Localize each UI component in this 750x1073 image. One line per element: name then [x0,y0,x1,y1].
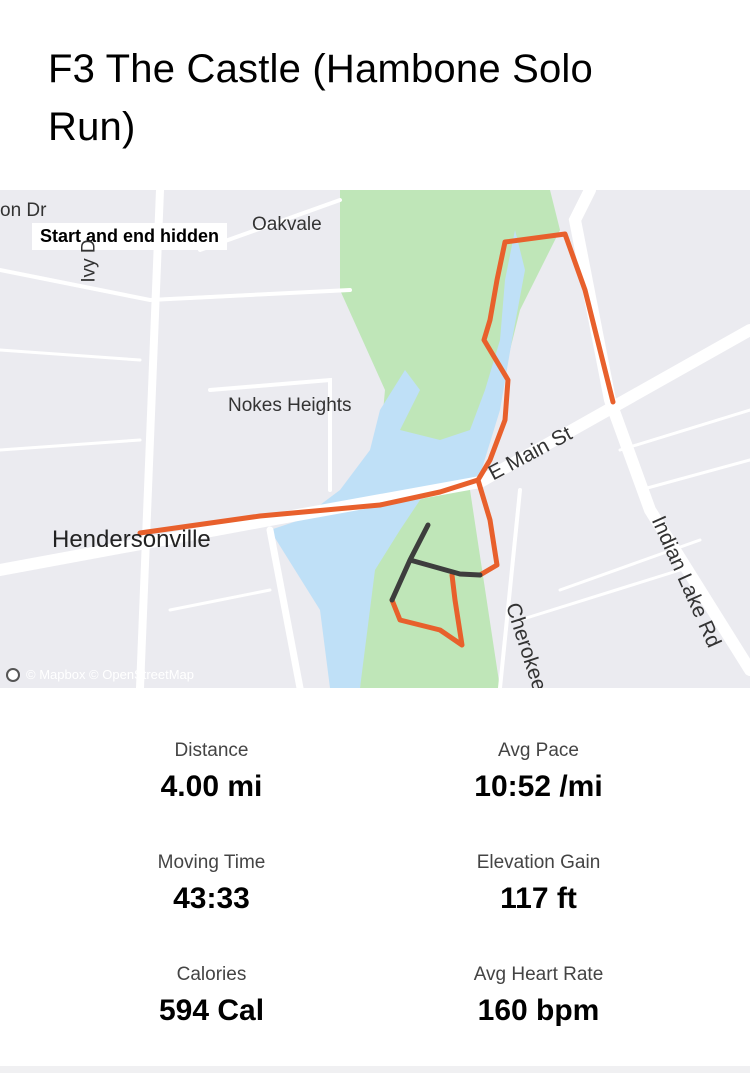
stat-value: 160 bpm [477,994,600,1027]
road [208,377,332,492]
stat-label: Moving Time [157,852,266,873]
stat-moving-time: Moving Time 43:33 [0,832,375,944]
stat-value: 10:52 /mi [474,770,603,803]
stat-value: 117 ft [500,882,577,915]
stat-distance: Distance 4.00 mi [0,720,375,832]
map-attribution[interactable]: © Mapbox © OpenStreetMap [6,667,194,682]
stat-label: Avg Heart Rate [473,964,604,985]
stat-avg-heart-rate: Avg Heart Rate 160 bpm [375,944,750,1056]
map-label: on Dr [0,200,47,221]
route-line [389,477,500,648]
map-canvas [0,190,750,688]
stat-value: 594 Cal [158,994,265,1027]
stat-label: Avg Pace [498,740,579,761]
road [518,408,750,622]
indian-lake-road [568,190,750,676]
stat-label: Elevation Gain [476,852,601,873]
road [266,526,304,688]
road [0,348,272,612]
road [136,190,164,688]
bottom-divider [0,1066,750,1073]
map-label: Oakvale [252,214,322,235]
route-line [137,231,616,536]
stat-elevation-gain: Elevation Gain 117 ft [375,832,750,944]
stat-label: Distance [174,740,249,761]
mapbox-logo-icon [6,667,20,682]
map-label: Ivy D [78,239,100,283]
map-label: Nokes Heights [228,395,352,416]
road [0,268,352,303]
attribution-text: © Mapbox © OpenStreetMap [26,667,195,682]
river [270,230,525,688]
route-map[interactable]: Start and end hidden Oakvale on Dr Ivy D… [0,190,750,688]
stat-avg-pace: Avg Pace 10:52 /mi [375,720,750,832]
stat-label: Calories [176,964,247,985]
stats-grid: Distance 4.00 mi Avg Pace 10:52 /mi Moving… [0,720,750,1056]
activity-title: F3 The Castle (Hambone Solo Run) [48,47,593,149]
hidden-route-line [389,522,483,603]
map-label: Hendersonville [52,526,211,553]
stat-calories: Calories 594 Cal [0,944,375,1056]
road [498,488,522,688]
stat-value: 43:33 [173,882,250,915]
stat-value: 4.00 mi [160,770,263,803]
privacy-badge: Start and end hidden [32,223,228,250]
